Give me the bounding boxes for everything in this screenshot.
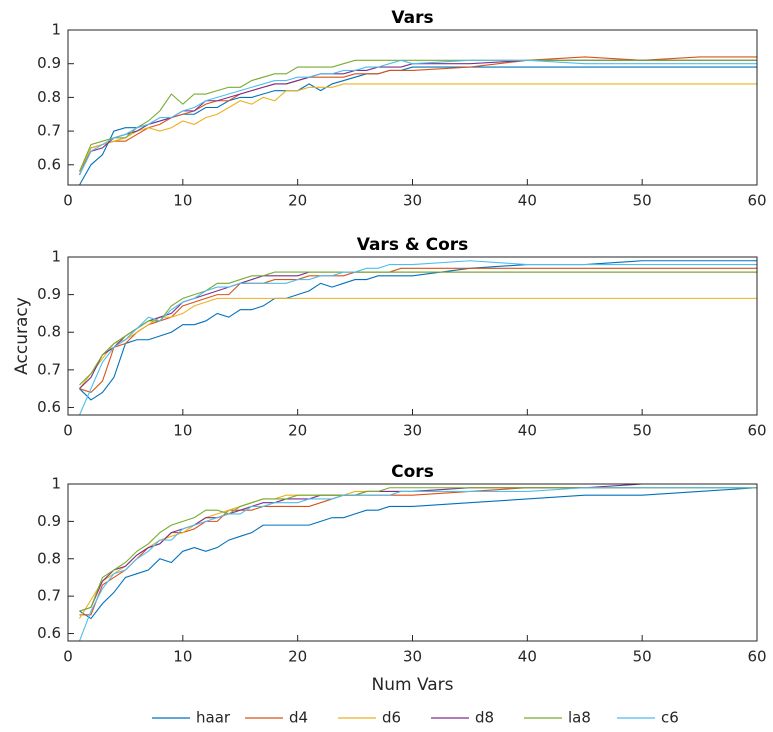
plot-area <box>68 484 757 641</box>
x-tick-label: 60 <box>747 192 766 210</box>
legend-label: c6 <box>661 709 679 727</box>
y-tick-label: 0.6 <box>37 398 61 416</box>
series-line <box>78 59 757 176</box>
x-tick-label: 20 <box>288 192 307 210</box>
x-tick-label: 30 <box>403 422 422 440</box>
y-tick-label: 0.7 <box>37 360 61 378</box>
axes-box <box>67 29 758 186</box>
chart-title: Vars & Cors <box>357 235 469 255</box>
x-tick-label: 50 <box>633 648 652 666</box>
x-tick-label: 0 <box>63 422 73 440</box>
y-tick-label: 0.9 <box>37 285 61 303</box>
x-tick-label: 30 <box>403 648 422 666</box>
series-line <box>79 487 757 612</box>
y-tick-label: 0.6 <box>37 155 61 173</box>
x-tick-label: 10 <box>173 648 192 666</box>
y-tick-label: 0.9 <box>37 512 61 530</box>
legend-label: haar <box>196 709 231 727</box>
x-tick-label: 0 <box>63 648 73 666</box>
x-tick-label: 30 <box>403 192 422 210</box>
y-tick-label: 1 <box>51 248 61 266</box>
series-line <box>78 260 757 416</box>
y-tick-label: 0.8 <box>37 323 61 341</box>
y-tick-label: 0.8 <box>37 549 61 567</box>
x-tick-label: 40 <box>518 648 537 666</box>
series-line <box>79 487 758 620</box>
axes-box <box>67 483 758 642</box>
x-tick-label: 60 <box>747 422 766 440</box>
series-line <box>79 297 757 390</box>
series-line <box>78 59 757 172</box>
legend-label: la8 <box>568 709 591 727</box>
x-axis-label: Num Vars <box>371 675 453 695</box>
legend-label: d8 <box>475 709 494 727</box>
y-tick-label: 1 <box>51 21 61 39</box>
series-line <box>79 271 757 386</box>
x-tick-label: 40 <box>518 422 537 440</box>
plot-area <box>68 30 757 185</box>
y-tick-label: 1 <box>51 475 61 493</box>
x-tick-label: 60 <box>747 648 766 666</box>
legend-label: d4 <box>289 709 308 727</box>
chart-title: Vars <box>391 8 433 28</box>
x-tick-label: 20 <box>288 648 307 666</box>
x-tick-label: 10 <box>173 192 192 210</box>
x-tick-label: 10 <box>173 422 192 440</box>
y-tick-label: 0.6 <box>37 624 61 642</box>
x-tick-label: 0 <box>63 192 73 210</box>
axes-box <box>67 256 758 416</box>
x-tick-label: 40 <box>518 192 537 210</box>
x-tick-label: 20 <box>288 422 307 440</box>
plot-area <box>68 257 757 415</box>
series-line <box>78 487 757 642</box>
series-line <box>78 83 757 172</box>
chart-title: Cors <box>391 462 434 482</box>
y-tick-label: 0.8 <box>37 88 61 106</box>
legend-label: d6 <box>382 709 401 727</box>
y-tick-label: 0.9 <box>37 54 61 72</box>
y-tick-label: 0.7 <box>37 587 61 605</box>
x-tick-label: 50 <box>633 422 652 440</box>
x-tick-label: 50 <box>633 192 652 210</box>
y-axis-label: Accuracy <box>12 297 32 375</box>
series-line <box>79 483 757 612</box>
y-tick-label: 0.7 <box>37 122 61 140</box>
